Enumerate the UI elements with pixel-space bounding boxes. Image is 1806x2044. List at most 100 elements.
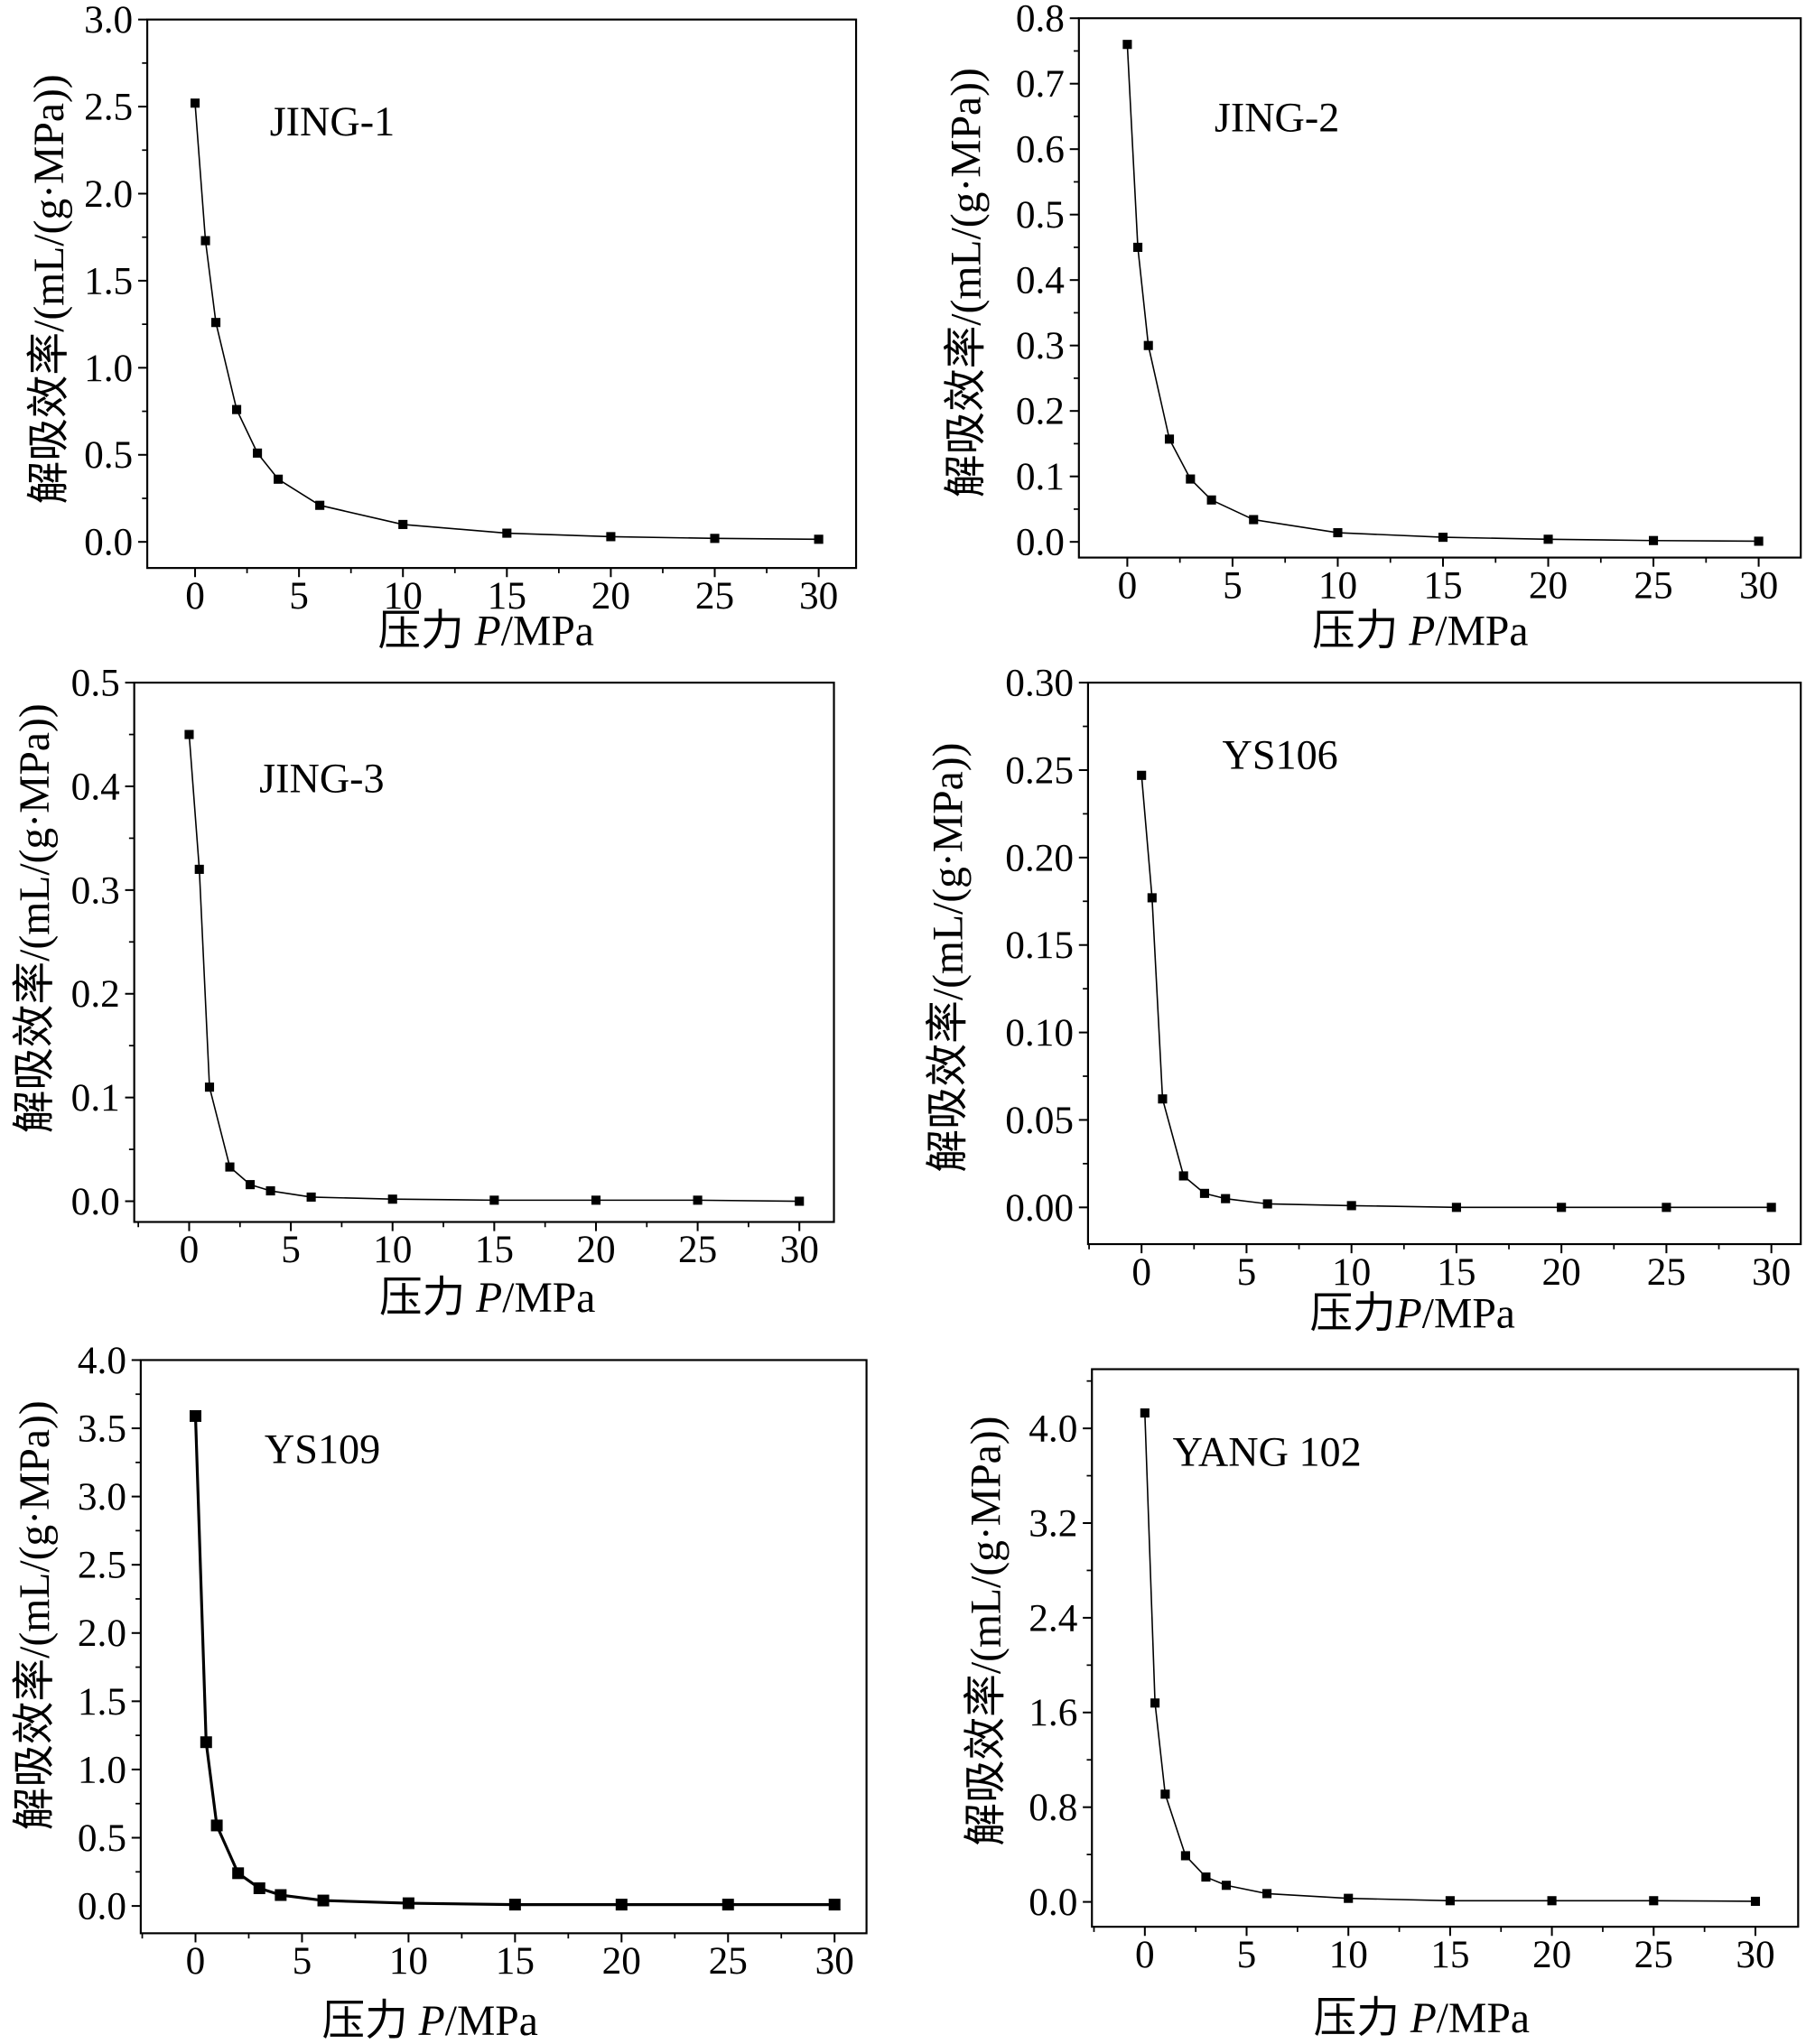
y-tick-label: 1.5 [84, 259, 133, 302]
x-tick-label: 15 [1437, 1250, 1476, 1294]
x-tick-label: 0 [1135, 1933, 1155, 1976]
x-tick-label: 15 [496, 1939, 535, 1983]
plot-frame [133, 682, 835, 1223]
plot-frame [139, 1359, 868, 1935]
x-tick-label: 15 [1430, 1933, 1469, 1976]
data-point [265, 1185, 275, 1196]
data-point [615, 1899, 628, 1911]
x-tick-label: 30 [1736, 1933, 1774, 1976]
x-tick-label: 30 [1752, 1250, 1791, 1294]
y-tick-label: 0.5 [78, 1816, 126, 1860]
data-point [245, 1180, 256, 1190]
data-point [489, 1195, 499, 1205]
y-tick-label: 0.7 [1016, 62, 1065, 106]
data-point [1662, 1203, 1671, 1212]
x-axis-label-name: 压力 [379, 1275, 476, 1322]
data-point [190, 1409, 201, 1422]
data-point [828, 1899, 841, 1911]
x-axis-label: 压力 P/MPa [1312, 608, 1528, 655]
data-point [795, 1196, 805, 1206]
x-axis-label-name: 压力 [1309, 1290, 1395, 1337]
x-axis-label-variable: P [1410, 1995, 1437, 2042]
data-point [315, 500, 325, 510]
data-point [306, 1192, 316, 1202]
data-point [1178, 1171, 1188, 1181]
x-axis-label: 压力P/MPa [1309, 1290, 1514, 1337]
y-axis-label: 解吸效率/(mL/(g·MPa)) [944, 68, 991, 497]
data-point [1133, 242, 1143, 252]
x-tick-label: 25 [695, 574, 734, 618]
y-tick-label: 1.5 [78, 1680, 126, 1723]
chart-panel-jing-1: 0 5 10 15 20 25 30 0.0 0.5 1.0 1.5 2.0 2.5 3.0 JING-1 解… [26, 0, 858, 655]
y-tick-label: 0.0 [71, 1180, 120, 1223]
data-point [1754, 536, 1764, 546]
y-tick-label: 3.0 [78, 1475, 126, 1519]
y-tick-label: 0.1 [71, 1076, 120, 1120]
y-tick-label: 3.2 [1029, 1501, 1077, 1545]
data-point [1557, 1203, 1567, 1212]
x-tick-label: 30 [780, 1228, 819, 1271]
x-tick-label: 20 [1532, 1933, 1571, 1976]
data-point [402, 1897, 414, 1909]
plot-frame [1086, 682, 1802, 1246]
x-axis-label-unit: /MPa [501, 608, 594, 655]
y-tick-label: 4.0 [78, 1339, 126, 1382]
data-point [1199, 1188, 1209, 1198]
y-tick-label: 2.5 [78, 1544, 126, 1587]
x-axis-label-unit: /MPa [502, 1275, 595, 1322]
data-point [1122, 40, 1132, 50]
data-point [1547, 1896, 1557, 1906]
y-tick-label: 1.6 [1029, 1691, 1077, 1734]
x-tick-label: 5 [1223, 563, 1243, 607]
x-axis-label-unit: /MPa [445, 1998, 538, 2044]
y-tick-label: 2.4 [1029, 1596, 1077, 1640]
x-tick-label: 10 [373, 1228, 412, 1271]
y-tick-label: 0.0 [78, 1885, 126, 1928]
panel-label: JING-1 [270, 98, 395, 144]
y-tick-label: 0.10 [1005, 1011, 1074, 1055]
data-point [814, 534, 824, 544]
y-tick-label: 0.15 [1005, 924, 1074, 967]
y-tick-label: 0.1 [1016, 455, 1065, 498]
data-point [190, 98, 200, 108]
x-tick-label: 25 [678, 1228, 717, 1271]
x-axis-label-name: 压力 [1314, 1995, 1410, 2042]
data-point [1649, 535, 1659, 545]
chart-panel-ys109: 0 5 10 15 20 25 30 0.0 0.5 1.0 1.5 2.0 2.5 3.0 3.5 4.0 Y… [12, 1339, 868, 2044]
x-tick-label: 0 [185, 574, 205, 618]
x-axis-label-unit: /MPa [1435, 608, 1528, 655]
data-point [721, 1899, 734, 1911]
y-axis-label: 解吸效率/(mL/(g·MPa)) [926, 743, 973, 1173]
plot-frame [1077, 17, 1802, 559]
x-tick-label: 10 [389, 1939, 428, 1983]
data-point [1346, 1201, 1356, 1211]
x-tick-label: 25 [709, 1939, 748, 1983]
data-point [1249, 515, 1259, 525]
x-axis-label-name: 压力 [1312, 608, 1409, 655]
y-tick-label: 0.8 [1029, 1786, 1077, 1829]
y-tick-label: 0.2 [71, 972, 120, 1016]
y-tick-label: 0.00 [1005, 1186, 1074, 1230]
x-tick-label: 20 [1529, 563, 1568, 607]
x-tick-label: 30 [815, 1939, 854, 1983]
series-line [194, 103, 819, 541]
chart-panel-yang-102: 0 5 10 15 20 25 30 0.0 0.8 1.6 2.4 3.2 4.0 YANG 102 解吸… [963, 1368, 1800, 2042]
data-point [1451, 1203, 1461, 1212]
data-point [398, 519, 408, 529]
data-point [1221, 1881, 1232, 1891]
x-tick-label: 20 [591, 574, 630, 618]
y-tick-label: 1.0 [84, 347, 133, 390]
y-tick-label: 0.5 [1016, 193, 1065, 237]
data-point [1344, 1893, 1354, 1903]
y-tick-label: 0.3 [1016, 324, 1065, 367]
x-tick-label: 10 [1329, 1933, 1368, 1976]
x-axis-label: 压力 P/MPa [322, 1998, 538, 2044]
data-point [274, 474, 284, 484]
data-point [387, 1194, 397, 1204]
panel-label: JING-2 [1215, 95, 1339, 141]
x-tick-label: 30 [1739, 563, 1778, 607]
x-tick-label: 5 [281, 1228, 301, 1271]
data-point [210, 318, 221, 328]
data-point [194, 864, 204, 874]
plot-frame [1091, 1368, 1800, 1928]
